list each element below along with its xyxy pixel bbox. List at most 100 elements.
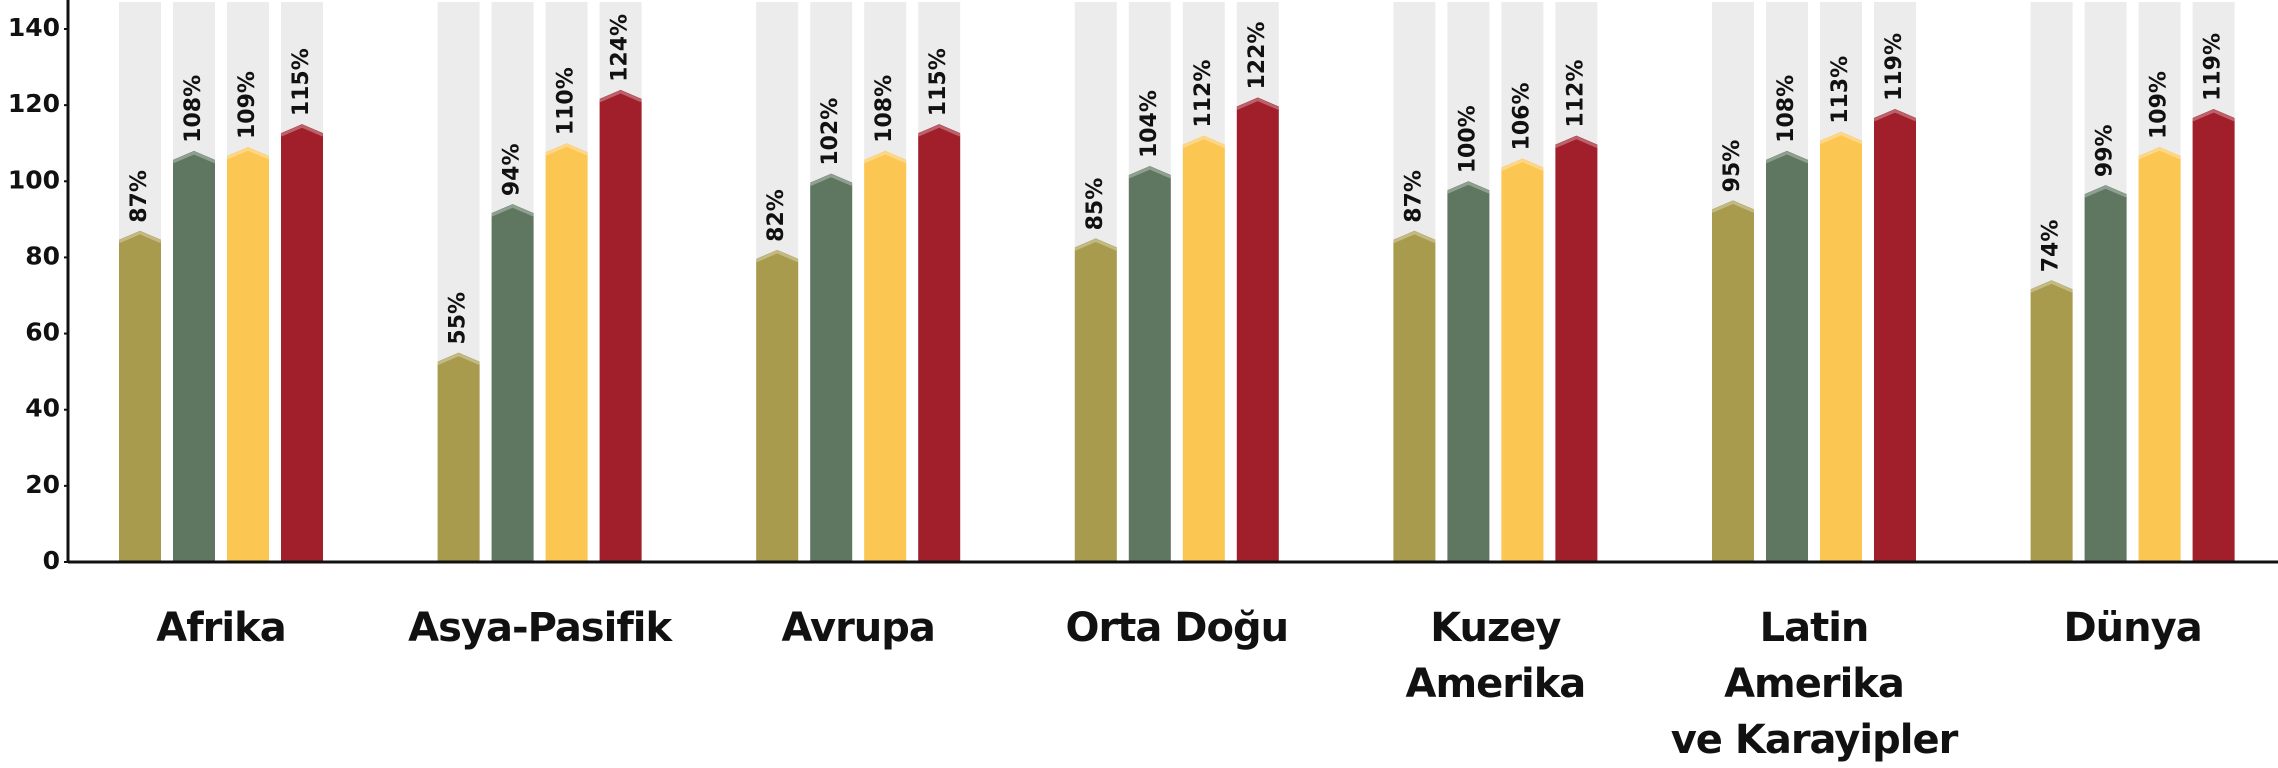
x-tick-label: Orta Doğu: [1065, 605, 1290, 651]
bar: [227, 147, 269, 562]
bar: [545, 143, 588, 562]
value-label: 95%: [1720, 140, 1745, 193]
bar: [599, 89, 642, 563]
value-label: 94%: [500, 143, 525, 196]
bar-tip: [1819, 132, 1863, 145]
bar-tip: [809, 174, 853, 187]
value-label: 119%: [2201, 33, 2226, 101]
bar: [1393, 230, 1436, 562]
value-label: 112%: [1563, 60, 1588, 128]
bar-tip: [1236, 97, 1280, 110]
bar-tip: [280, 124, 324, 137]
bar: [1712, 200, 1754, 563]
bar: [810, 173, 853, 562]
value-label: 119%: [1882, 33, 1907, 101]
value-label: 85%: [1083, 178, 1108, 231]
value-label: 104%: [1137, 90, 1162, 158]
x-tick-label: Dünya: [2063, 605, 2202, 651]
value-label: 87%: [1401, 170, 1426, 223]
value-label: 108%: [1774, 75, 1799, 143]
y-tick-label: 100: [8, 165, 60, 194]
value-label: 74%: [2039, 220, 2064, 273]
bar-tip: [437, 352, 481, 365]
bar: [1820, 131, 1862, 563]
bar: [1501, 158, 1544, 562]
y-tick-label: 60: [25, 318, 60, 347]
x-tick-label: Avrupa: [781, 605, 935, 651]
bar: [1555, 135, 1598, 562]
bar: [491, 204, 534, 562]
bar-tip: [2030, 280, 2074, 293]
bar-tip: [1554, 135, 1598, 148]
bar: [2030, 280, 2073, 562]
bar: [437, 352, 480, 562]
value-label: 82%: [764, 189, 789, 242]
bar: [2192, 108, 2235, 562]
y-tick-label: 40: [25, 394, 60, 423]
bar-tip: [118, 231, 162, 244]
bar-tip: [863, 151, 907, 164]
bar-tip: [1182, 135, 1226, 148]
bar-tip: [226, 147, 270, 160]
bar: [2084, 185, 2127, 563]
value-label: 100%: [1455, 105, 1480, 173]
value-label: 87%: [127, 170, 152, 223]
value-label: 124%: [608, 14, 633, 82]
bar: [2138, 147, 2181, 562]
x-tick-label: Asya-Pasifik: [408, 605, 672, 651]
bar-tip: [1128, 166, 1172, 179]
value-label: 99%: [2093, 124, 2118, 177]
value-label: 110%: [554, 67, 579, 135]
y-tick-label: 140: [8, 13, 60, 42]
value-label: 108%: [181, 75, 206, 143]
bar-tip: [1873, 109, 1917, 122]
y-tick-label: 20: [25, 470, 60, 499]
value-label: 109%: [235, 71, 260, 139]
bar: [1447, 181, 1490, 563]
bar-tip: [1765, 151, 1809, 164]
bar-tip: [1392, 231, 1436, 244]
bar-tip: [755, 250, 799, 263]
bar-tip: [917, 124, 961, 137]
value-label: 108%: [872, 75, 897, 143]
x-tick-label: Kuzey Amerika: [1405, 605, 1586, 707]
bar: [1236, 97, 1279, 563]
bar-tip: [599, 90, 643, 103]
bar-tip: [172, 151, 216, 164]
value-label: 55%: [446, 292, 471, 345]
x-tick-label: Afrika: [156, 605, 286, 651]
value-label: 112%: [1191, 60, 1216, 128]
bar-tip: [2138, 147, 2182, 160]
value-label: 106%: [1509, 82, 1534, 150]
bar: [918, 124, 961, 562]
bar-tip: [2084, 185, 2128, 198]
bar: [1766, 150, 1808, 563]
bar-tip: [1074, 238, 1118, 251]
bar: [281, 124, 323, 562]
y-tick-label: 120: [8, 89, 60, 118]
bar-tip: [2192, 109, 2236, 122]
bar: [756, 249, 799, 563]
bar: [1874, 108, 1916, 562]
y-tick-label: 0: [43, 546, 60, 575]
bar: [1182, 135, 1225, 562]
value-label: 109%: [2147, 71, 2172, 139]
bar-tip: [491, 204, 535, 217]
bar: [1128, 166, 1171, 563]
bar: [173, 150, 215, 563]
bar-tip: [1500, 158, 1544, 171]
value-label: 122%: [1245, 22, 1270, 90]
bar: [1074, 238, 1117, 562]
bar-tip: [545, 143, 589, 156]
y-tick-label: 80: [25, 241, 60, 270]
value-label: 115%: [289, 48, 314, 116]
bar-tip: [1446, 181, 1490, 194]
bar-tip: [1711, 200, 1755, 213]
x-tick-label: Latin Amerika ve Karayipler: [1670, 605, 1959, 763]
value-label: 115%: [926, 48, 951, 116]
bar: [864, 150, 907, 563]
bar: [119, 230, 161, 562]
value-label: 102%: [818, 98, 843, 166]
